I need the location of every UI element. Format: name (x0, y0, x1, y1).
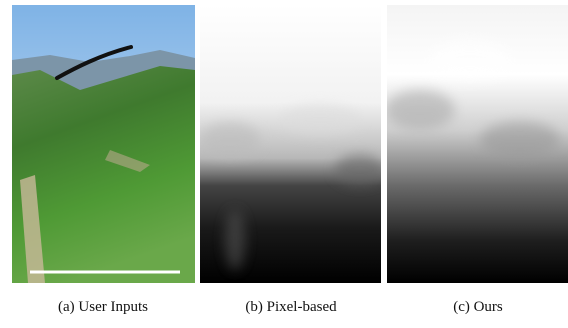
figure: (a) User Inputs (b) Pixel-based (c) Ours (0, 0, 568, 323)
input-image (12, 5, 195, 283)
caption: (a) User Inputs (58, 299, 148, 315)
caption: (b) Pixel-based (245, 299, 337, 315)
caption: (c) Ours (453, 299, 503, 315)
pixel-based-depth (200, 5, 385, 283)
ours-depth (385, 5, 568, 283)
